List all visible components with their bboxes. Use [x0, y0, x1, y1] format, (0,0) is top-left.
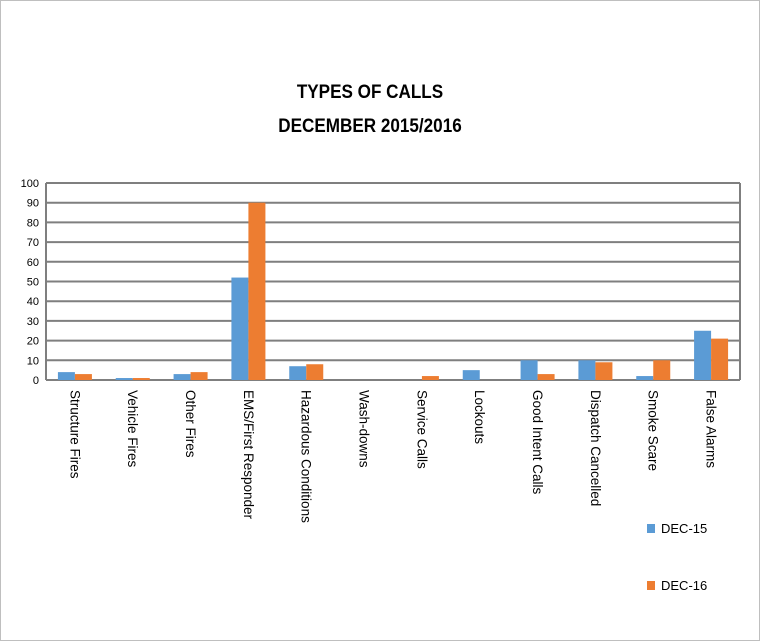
bar-dec-16 — [711, 338, 729, 380]
bar-dec-15 — [289, 366, 307, 380]
category-label: Dispatch Cancelled — [588, 390, 603, 506]
bar-dec-16 — [74, 374, 92, 380]
category-label: Service Calls — [414, 390, 429, 469]
y-tick-label: 90 — [27, 198, 39, 210]
bar-dec-15 — [231, 277, 249, 380]
bar-dec-16 — [306, 364, 324, 380]
legend-label: DEC-15 — [661, 521, 707, 536]
y-tick-label: 50 — [27, 277, 39, 289]
bar-dec-15 — [57, 372, 75, 380]
y-tick-label: 40 — [27, 296, 39, 308]
bar-dec-15 — [636, 376, 654, 380]
bar-dec-15 — [173, 374, 191, 380]
category-label: False Alarms — [704, 390, 719, 468]
y-tick-label: 60 — [27, 257, 39, 269]
bar-dec-15 — [694, 330, 712, 380]
bar-dec-15 — [578, 360, 596, 380]
category-label: Other Fires — [183, 390, 198, 458]
category-label: Hazardous Conditions — [299, 390, 314, 523]
bar-dec-16 — [421, 376, 439, 380]
category-label: Structure Fires — [67, 390, 82, 479]
y-tick-label: 10 — [27, 355, 39, 367]
y-tick-label: 0 — [33, 375, 39, 387]
legend-label: DEC-16 — [661, 578, 707, 593]
bar-dec-15 — [520, 360, 538, 380]
chart-title: TYPES OF CALLS — [296, 82, 444, 103]
bar-dec-16 — [248, 202, 266, 380]
category-label: Wash-downs — [357, 390, 372, 468]
category-label: Lockouts — [472, 390, 487, 444]
legend-swatch-dec-15 — [647, 524, 655, 533]
y-tick-label: 70 — [27, 237, 39, 249]
bar-dec-15 — [115, 378, 133, 380]
y-tick-label: 100 — [21, 178, 39, 190]
bar-dec-16 — [132, 378, 150, 380]
y-tick-label: 30 — [27, 316, 39, 328]
bar-dec-16 — [190, 372, 208, 380]
chart-subtitle: DECEMBER 2015/2016 — [278, 116, 462, 137]
category-label: Good Intent Calls — [530, 390, 545, 495]
y-tick-label: 80 — [27, 217, 39, 229]
bar-dec-16 — [595, 362, 613, 380]
category-label: EMS/First Responder — [241, 390, 256, 520]
legend-swatch-dec-16 — [647, 581, 655, 590]
bar-dec-16 — [537, 374, 555, 380]
category-label: Vehicle Fires — [125, 390, 140, 468]
category-label: Smoke Scare — [646, 390, 661, 471]
bar-dec-16 — [653, 360, 671, 380]
bar-dec-15 — [462, 370, 480, 380]
y-tick-label: 20 — [27, 336, 39, 348]
